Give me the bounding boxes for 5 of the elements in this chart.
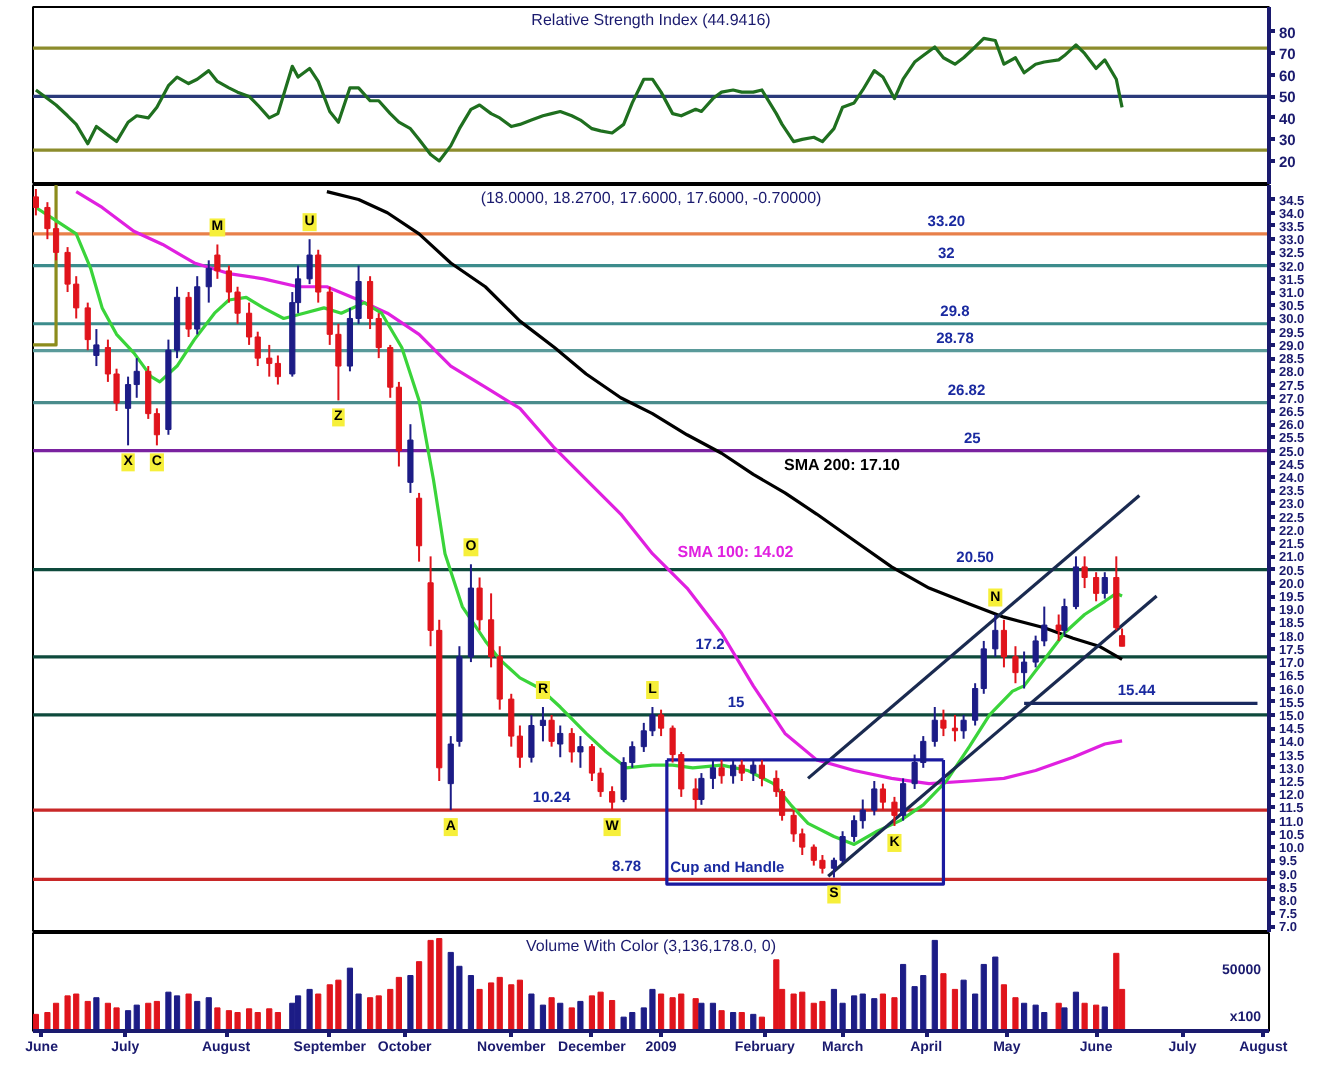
chart-title: Relative Strength Index (44.9416) — [531, 11, 772, 29]
chart-title: Volume With Color (3,136,178.0, 0) — [526, 937, 777, 955]
series-label: SMA 200: 17.10 — [784, 456, 902, 475]
chart-title: (18.0000, 18.2700, 17.6000, 17.6000, -0.70000) — [480, 189, 823, 207]
series-label: SMA 100: 14.02 — [677, 542, 795, 561]
